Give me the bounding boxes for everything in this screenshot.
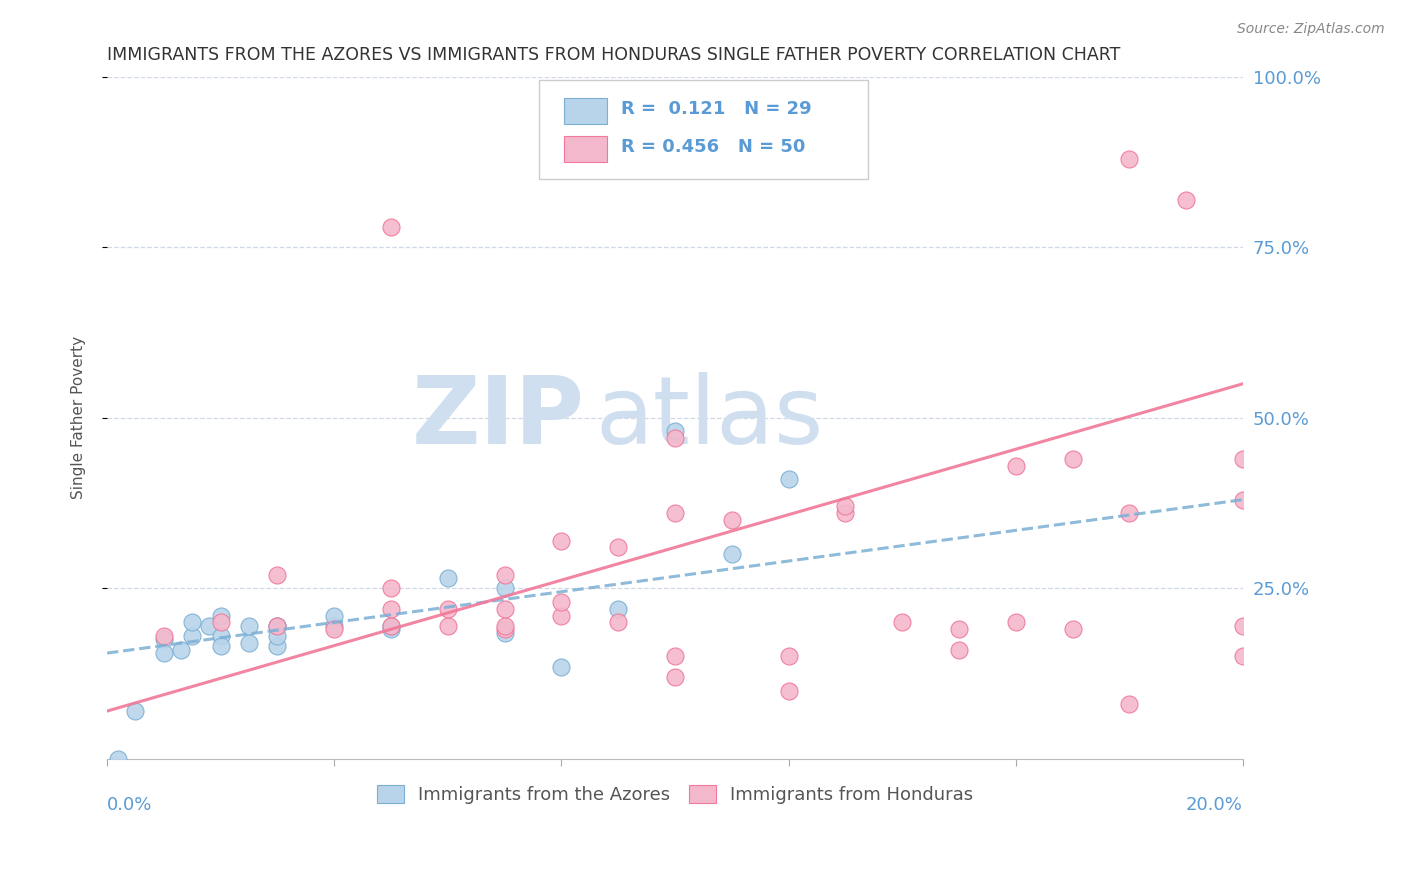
Point: [494, 619, 516, 633]
Text: 0.0%: 0.0%: [107, 797, 152, 814]
Point: [380, 619, 402, 633]
Point: [550, 595, 572, 609]
Point: [380, 219, 402, 234]
Point: [494, 622, 516, 636]
Point: [209, 615, 232, 630]
Point: [437, 619, 460, 633]
Point: [437, 601, 460, 615]
Point: [209, 608, 232, 623]
Point: [153, 629, 176, 643]
Point: [153, 646, 176, 660]
Point: [720, 547, 742, 561]
Point: [1062, 451, 1084, 466]
Legend: Immigrants from the Azores, Immigrants from Honduras: Immigrants from the Azores, Immigrants f…: [370, 777, 980, 811]
Point: [664, 670, 686, 684]
Point: [778, 649, 800, 664]
Point: [107, 752, 129, 766]
Point: [720, 513, 742, 527]
Point: [1004, 615, 1026, 630]
Point: [198, 619, 221, 633]
Point: [607, 541, 630, 555]
Point: [1118, 506, 1140, 520]
Point: [209, 640, 232, 654]
Point: [323, 619, 346, 633]
Point: [323, 608, 346, 623]
Point: [1175, 193, 1198, 207]
Point: [181, 629, 204, 643]
Point: [323, 622, 346, 636]
Text: IMMIGRANTS FROM THE AZORES VS IMMIGRANTS FROM HONDURAS SINGLE FATHER POVERTY COR: IMMIGRANTS FROM THE AZORES VS IMMIGRANTS…: [107, 46, 1121, 64]
Text: 20.0%: 20.0%: [1187, 797, 1243, 814]
Point: [238, 619, 260, 633]
Point: [494, 601, 516, 615]
Point: [1232, 451, 1254, 466]
Point: [494, 567, 516, 582]
Point: [266, 619, 288, 633]
Point: [238, 636, 260, 650]
Point: [1118, 697, 1140, 711]
Point: [834, 506, 856, 520]
Point: [550, 533, 572, 548]
Point: [380, 622, 402, 636]
Point: [1004, 458, 1026, 473]
Point: [891, 615, 914, 630]
Text: Source: ZipAtlas.com: Source: ZipAtlas.com: [1237, 22, 1385, 37]
Point: [948, 622, 970, 636]
Point: [153, 632, 176, 647]
Point: [124, 704, 146, 718]
Point: [437, 571, 460, 585]
Point: [550, 608, 572, 623]
Point: [380, 601, 402, 615]
Point: [1118, 152, 1140, 166]
Point: [664, 431, 686, 445]
Point: [664, 506, 686, 520]
Text: atlas: atlas: [596, 372, 824, 464]
Point: [948, 642, 970, 657]
Y-axis label: Single Father Poverty: Single Father Poverty: [72, 336, 86, 500]
Point: [266, 629, 288, 643]
Point: [1288, 500, 1310, 514]
Point: [1062, 622, 1084, 636]
Point: [664, 649, 686, 664]
Point: [664, 425, 686, 439]
Point: [607, 601, 630, 615]
Point: [266, 640, 288, 654]
Point: [1232, 492, 1254, 507]
Point: [778, 472, 800, 486]
Point: [778, 683, 800, 698]
Point: [494, 582, 516, 596]
Point: [1232, 619, 1254, 633]
Bar: [564, 136, 607, 162]
Point: [380, 582, 402, 596]
Point: [266, 567, 288, 582]
Point: [550, 659, 572, 673]
Point: [380, 619, 402, 633]
Text: R =  0.121   N = 29: R = 0.121 N = 29: [620, 100, 811, 118]
Point: [209, 629, 232, 643]
Bar: [564, 98, 607, 124]
Point: [181, 615, 204, 630]
Point: [494, 625, 516, 640]
Point: [266, 619, 288, 633]
Point: [1346, 513, 1368, 527]
Text: ZIP: ZIP: [412, 372, 583, 464]
FancyBboxPatch shape: [538, 80, 868, 179]
Point: [607, 615, 630, 630]
Point: [170, 642, 193, 657]
Text: R = 0.456   N = 50: R = 0.456 N = 50: [620, 138, 804, 156]
Point: [834, 500, 856, 514]
Point: [266, 619, 288, 633]
Point: [1232, 649, 1254, 664]
